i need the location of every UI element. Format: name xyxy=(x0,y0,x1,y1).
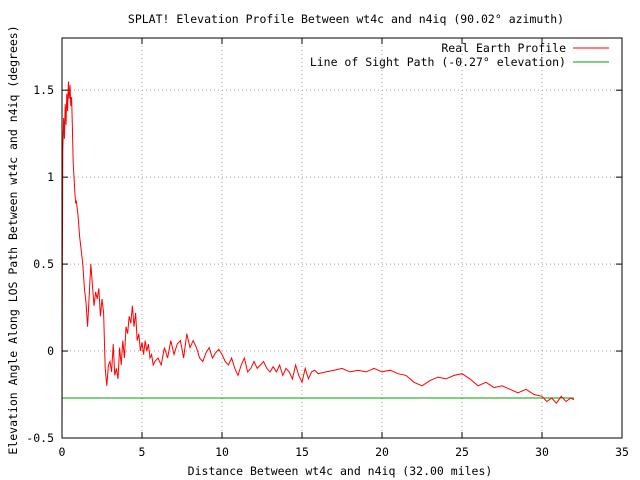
y-tick-label: -0.5 xyxy=(26,431,54,445)
grid-lines xyxy=(62,38,622,439)
legend: Real Earth Profile Line of Sight Path (-… xyxy=(310,41,609,69)
x-tick-label: 0 xyxy=(59,445,66,459)
plot-area-border xyxy=(61,37,623,439)
x-tick-label: 20 xyxy=(375,445,389,459)
x-axis-label: Distance Between wt4c and n4iq (32.00 mi… xyxy=(188,464,493,478)
y-axis: -0.5 0 0.5 1 1.5 xyxy=(26,83,622,445)
x-tick-label: 15 xyxy=(295,445,309,459)
legend-label-real-earth-profile: Real Earth Profile xyxy=(441,41,566,55)
x-tick-label: 5 xyxy=(139,445,146,459)
legend-label-line-of-sight-path: Line of Sight Path (-0.27° elevation) xyxy=(310,55,566,69)
y-tick-label: 0.5 xyxy=(33,257,54,271)
x-tick-label: 10 xyxy=(215,445,229,459)
real-earth-profile-line xyxy=(61,81,575,439)
y-tick-label: 1.5 xyxy=(33,83,54,97)
y-tick-label: 1 xyxy=(47,170,54,184)
x-tick-label: 35 xyxy=(615,445,629,459)
y-tick-label: 0 xyxy=(47,344,54,358)
series-lines xyxy=(61,81,575,439)
y-axis-label: Elevation Angle Along LOS Path Between w… xyxy=(6,25,20,454)
x-tick-label: 30 xyxy=(535,445,549,459)
x-tick-label: 25 xyxy=(455,445,469,459)
x-axis: 0 5 10 15 20 25 30 35 xyxy=(59,38,629,459)
chart-title: SPLAT! Elevation Profile Between wt4c an… xyxy=(128,12,564,26)
